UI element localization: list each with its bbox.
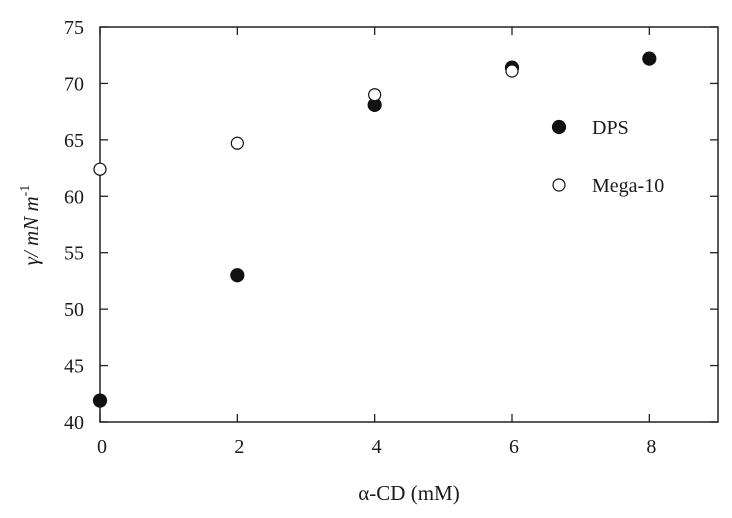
data-point-mega-10 [505, 64, 519, 78]
y-tick-label: 45 [64, 356, 84, 378]
y-tick-label: 50 [64, 299, 84, 321]
axes: 0 2 4 6 8 40 45 50 55 60 65 70 75 [64, 17, 719, 458]
data-point-mega-10 [368, 88, 382, 102]
y-tick-label: 70 [64, 73, 84, 95]
x-tick-label: 8 [646, 436, 656, 458]
y-axis-label: γ/ mN m-1 [18, 185, 43, 266]
data-point-dps [642, 51, 657, 66]
x-tick-label: 2 [234, 436, 244, 458]
x-tick-label: 0 [97, 436, 107, 458]
legend-marker [551, 119, 567, 135]
data-point-mega-10 [93, 162, 107, 176]
y-tick-label: 60 [64, 186, 84, 208]
y-axis-label-text: γ/ mN m [19, 196, 43, 265]
data-points [92, 51, 657, 408]
data-point-mega-10 [230, 136, 244, 150]
data-point-dps [230, 268, 245, 283]
y-axis-label-superscript: -1 [18, 185, 33, 197]
legend-label: Mega-10 [592, 175, 664, 197]
y-tick-label: 65 [64, 130, 84, 152]
x-tick-label: 4 [372, 436, 382, 458]
x-tick-label: 6 [509, 436, 519, 458]
legend-label: DPS [592, 117, 629, 139]
legend: DPS Mega-10 [551, 117, 664, 197]
legend-marker [552, 178, 566, 192]
y-tick-label: 40 [64, 412, 84, 434]
y-tick-label: 55 [64, 243, 84, 265]
y-tick-label: 75 [64, 17, 84, 39]
x-axis-label: α-CD (mM) [358, 481, 459, 505]
data-point-dps [92, 393, 108, 408]
plot-frame [99, 26, 719, 423]
